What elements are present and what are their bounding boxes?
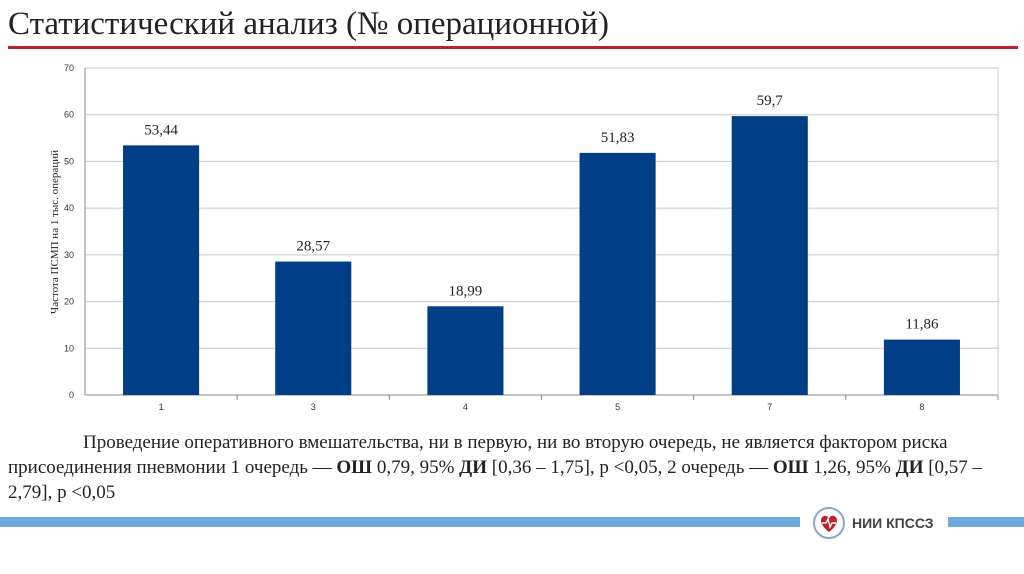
data-label: 18,99 — [449, 283, 483, 299]
y-tick-label: 0 — [69, 390, 74, 400]
footer-bar-right — [948, 517, 1024, 527]
bar-7 — [731, 116, 808, 395]
institute-logo: НИИ КПССЗ — [812, 504, 942, 542]
caption-or2-label: ОШ — [772, 457, 809, 478]
y-tick-label: 30 — [64, 250, 74, 260]
caption-part4: 1,26, 95% — [808, 457, 896, 478]
bar-8 — [883, 339, 960, 395]
logo-text: НИИ КПССЗ — [852, 515, 934, 531]
y-axis-label: Частота ПСМП на 1 тыс. операций — [49, 150, 61, 314]
data-label: 11,86 — [905, 317, 939, 333]
caption-ci2-label: ДИ — [895, 457, 924, 478]
caption-part2: 0,79, 95% — [372, 457, 460, 478]
y-tick-label: 20 — [64, 297, 74, 307]
data-label: 59,7 — [757, 93, 784, 109]
caption-part1: Проведение оперативного вмешательства, н… — [8, 432, 948, 478]
bar-5 — [579, 152, 656, 395]
page-title: Статистический анализ (№ операционной) — [8, 6, 609, 42]
footer-bar-left — [0, 517, 800, 527]
x-tick-label: 4 — [463, 402, 468, 412]
caption-ci1-label: ДИ — [459, 457, 487, 478]
x-tick-label: 8 — [919, 402, 924, 412]
title-underline — [8, 46, 1018, 49]
x-tick-label: 1 — [159, 402, 164, 412]
caption-part3: [0,36 – 1,75], р <0,05, 2 очередь — — [487, 457, 773, 478]
x-tick-label: 5 — [615, 402, 620, 412]
caption-or1-label: ОШ — [336, 457, 373, 478]
data-label: 28,57 — [296, 239, 330, 255]
y-tick-label: 60 — [64, 110, 74, 120]
caption-text: Проведение оперативного вмешательства, н… — [8, 430, 1008, 505]
heart-logo-icon — [813, 507, 845, 539]
y-tick-label: 70 — [64, 63, 74, 73]
y-tick-label: 50 — [64, 156, 74, 166]
bar-4 — [427, 306, 504, 395]
data-label: 51,83 — [601, 130, 635, 146]
x-tick-label: 7 — [767, 402, 772, 412]
bar-1 — [123, 145, 200, 395]
bar-3 — [275, 261, 352, 395]
y-tick-label: 10 — [64, 343, 74, 353]
caption-part5: [0,57 – 2,79], р <0,05 — [8, 457, 983, 503]
bar-chart: 0 10 20 30 40 50 60 70 53,44 28,57 18,99 51,83 59,7… — [49, 63, 999, 412]
y-tick-label: 40 — [64, 203, 74, 213]
data-label: 53,44 — [144, 122, 178, 138]
x-tick-label: 3 — [311, 402, 316, 412]
